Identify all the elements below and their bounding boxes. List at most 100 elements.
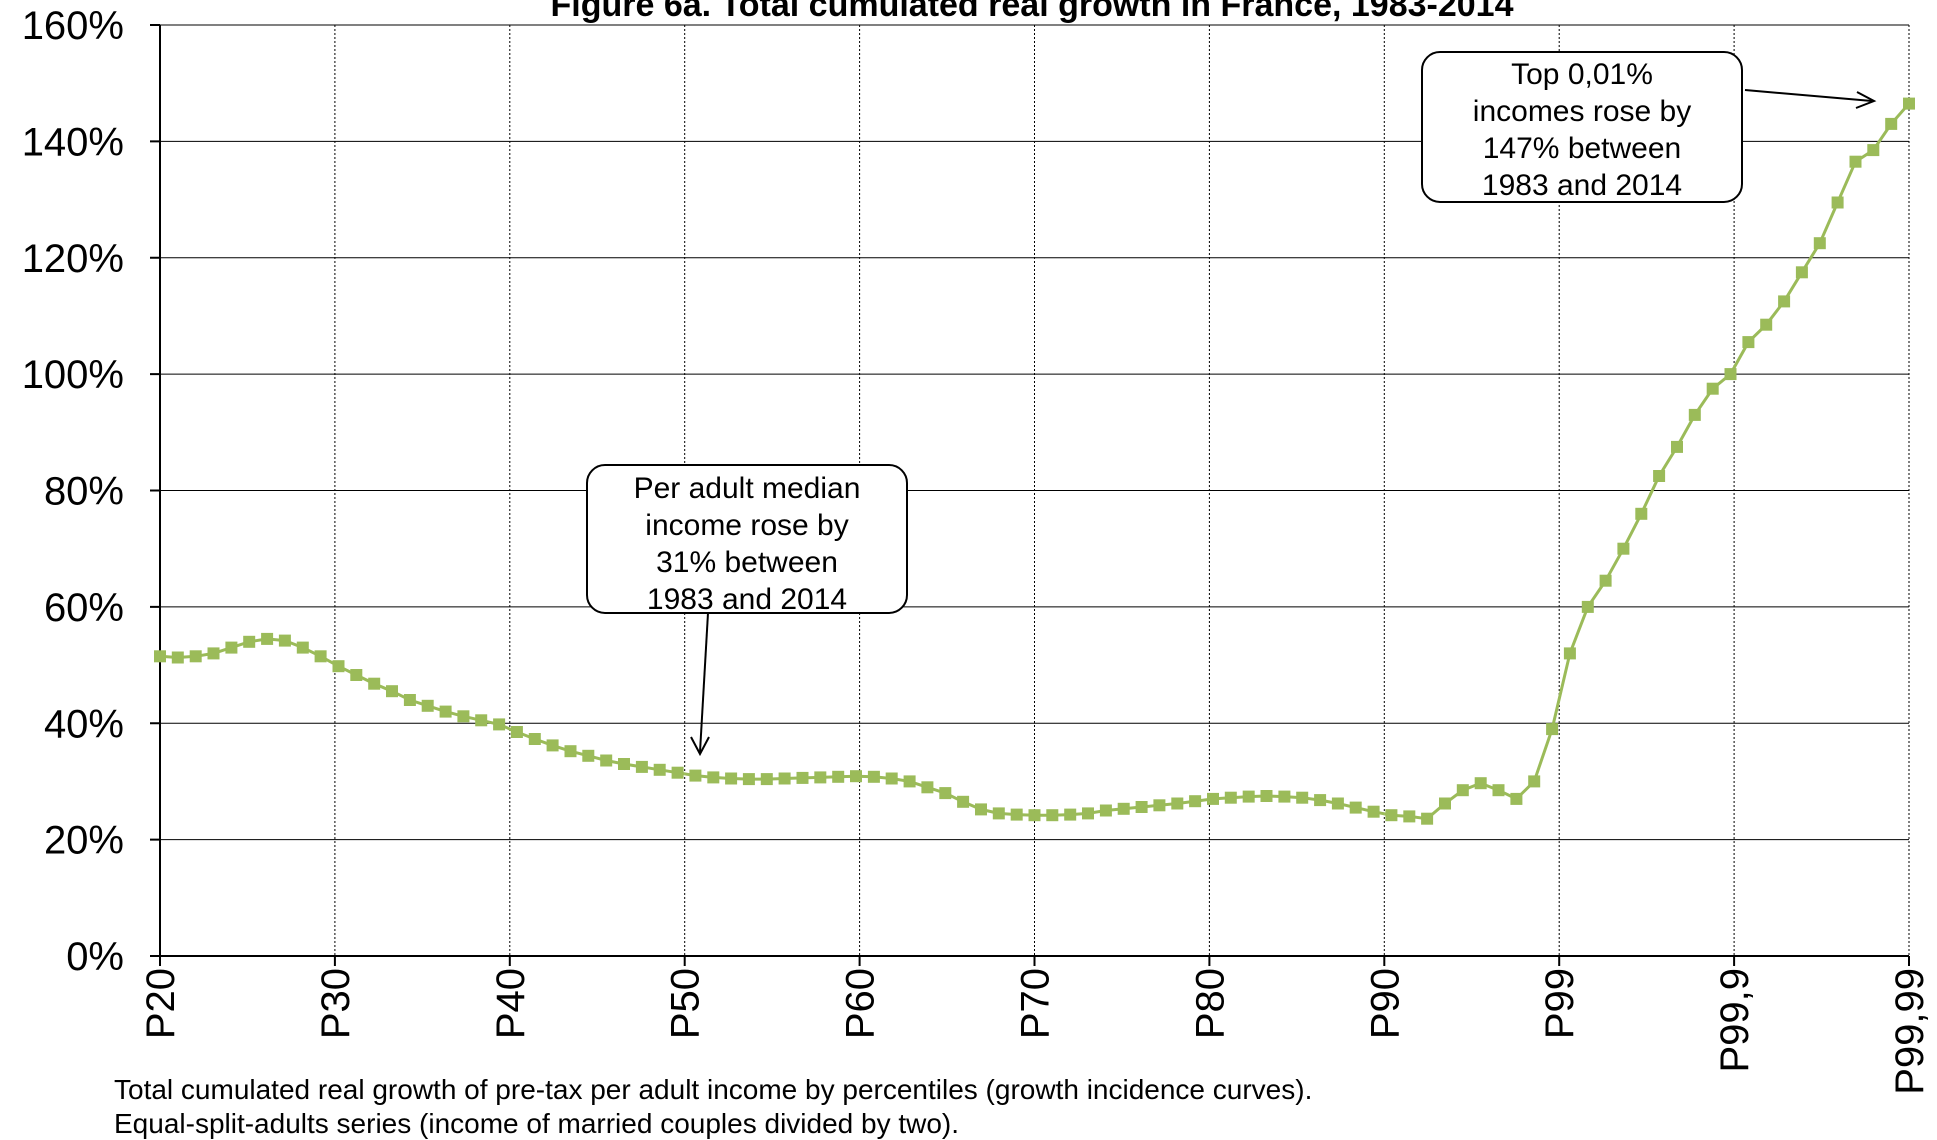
data-point (528, 733, 541, 745)
data-point (1082, 807, 1094, 820)
data-point (278, 634, 291, 647)
data-point (314, 650, 327, 663)
data-point (475, 714, 488, 727)
callout-top-line-1: Top 0,01% (1511, 58, 1653, 91)
data-point (439, 705, 452, 718)
data-point (1528, 775, 1541, 788)
data-point (1296, 791, 1309, 804)
data-point (1885, 117, 1898, 130)
data-point (1135, 801, 1148, 813)
y-axis-ticks: 0% 20% 40% 60% 80% 100% 120% 140% 160% (22, 4, 160, 979)
x-axis-ticks: P20 P30 P40 P50 P60 P70 P80 P90 P99 P99,9 P99,99 (139, 956, 1932, 1095)
callout-median-line-3: 31% between (656, 546, 838, 579)
x-tick-label: P50 (664, 968, 708, 1039)
x-tick-label: P80 (1188, 968, 1232, 1039)
data-point (1742, 336, 1755, 349)
data-point (742, 773, 755, 786)
data-point (1813, 237, 1826, 250)
callout-median-line-4: 1983 and 2014 (647, 583, 847, 616)
data-point (867, 770, 880, 783)
data-point (832, 770, 845, 783)
data-point (618, 758, 630, 770)
data-point (1367, 805, 1380, 818)
data-point (1546, 723, 1559, 736)
callout-top-line-4: 1983 and 2014 (1482, 169, 1682, 202)
data-point (243, 635, 256, 648)
callout-median-income: Per adult median income rose by 31% betw… (586, 464, 908, 757)
y-tick-label: 80% (44, 470, 124, 514)
data-point (207, 647, 220, 660)
data-point (546, 739, 559, 752)
data-point (671, 766, 684, 779)
data-point (350, 669, 363, 681)
data-point (1278, 790, 1291, 803)
data-point (1617, 542, 1630, 555)
callout-median-line-1: Per adult median (634, 472, 861, 505)
data-point (992, 807, 1005, 820)
data-point (1795, 266, 1808, 279)
data-point (171, 651, 184, 664)
data-point (600, 754, 613, 767)
y-tick-label: 100% (22, 353, 124, 397)
x-tick-label: P60 (839, 968, 883, 1039)
data-point (1028, 809, 1041, 822)
data-point (564, 745, 577, 758)
data-point (1599, 574, 1612, 587)
data-point (1189, 795, 1202, 808)
data-point (1563, 647, 1576, 660)
x-tick-label: P99,9 (1713, 968, 1757, 1073)
data-point (903, 775, 916, 788)
y-tick-label: 60% (44, 586, 124, 630)
y-tick-label: 0% (66, 935, 124, 979)
data-point (1760, 318, 1773, 331)
data-point (850, 770, 862, 783)
data-point (885, 772, 898, 785)
data-point (957, 795, 970, 808)
data-point (1385, 809, 1398, 822)
data-point (689, 769, 702, 782)
data-point (1153, 799, 1166, 812)
data-point (1224, 791, 1237, 804)
data-point (1242, 790, 1255, 803)
x-tick-label: P70 (1014, 968, 1058, 1039)
callout-top-line-3: 147% between (1483, 132, 1682, 165)
data-point (582, 749, 595, 762)
data-point (1439, 797, 1451, 810)
data-point (403, 694, 416, 706)
x-tick-label: P40 (489, 968, 533, 1039)
data-point (1688, 408, 1701, 421)
data-point (1903, 97, 1915, 110)
chart: Figure 6a. Total cumulated real growth i… (22, 0, 1932, 1095)
data-point (261, 632, 274, 645)
data-point (725, 772, 738, 785)
data-point (760, 773, 773, 786)
data-point (1099, 804, 1112, 817)
data-point (1260, 790, 1273, 802)
data-point (1117, 802, 1130, 815)
data-point (635, 760, 648, 773)
chart-footnote-1: Total cumulated real growth of pre-tax p… (114, 1074, 1313, 1105)
data-point (493, 718, 506, 731)
data-point (1456, 784, 1469, 797)
data-point (975, 803, 987, 816)
data-point (921, 781, 934, 794)
data-point (1653, 470, 1666, 482)
x-tick-label: P20 (139, 968, 183, 1039)
data-point (457, 710, 470, 723)
series-line (154, 97, 1915, 825)
data-point (1724, 368, 1737, 381)
data-point (1831, 196, 1844, 209)
data-point (1778, 295, 1791, 308)
data-point (796, 771, 809, 784)
data-point (368, 677, 381, 690)
data-point (1010, 808, 1023, 821)
data-point (1171, 797, 1184, 810)
data-point (1635, 507, 1648, 520)
data-point (189, 650, 202, 663)
data-point (1331, 797, 1344, 810)
data-point (653, 763, 666, 776)
data-point (814, 771, 827, 784)
data-point (1867, 144, 1880, 157)
data-point (1207, 792, 1219, 805)
data-point (1064, 808, 1077, 821)
